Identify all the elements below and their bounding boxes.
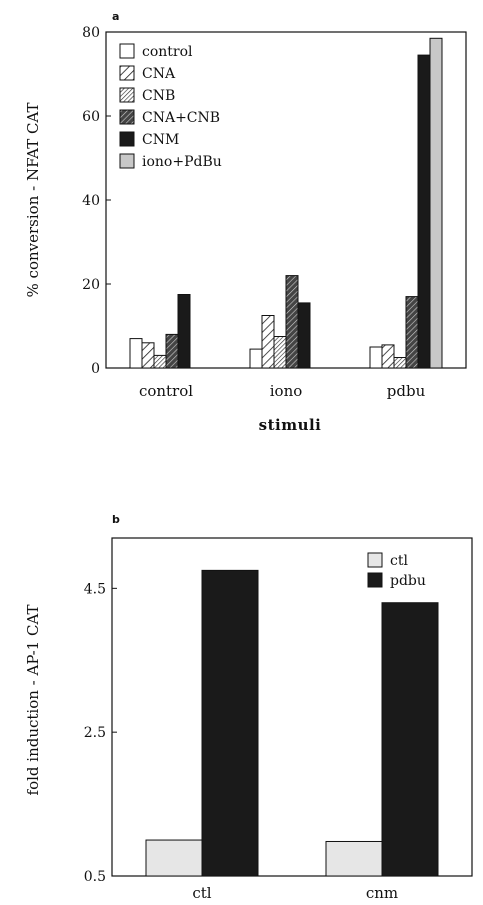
y-tick-label: 2.5 bbox=[84, 725, 106, 741]
legend-label: ctl bbox=[390, 553, 408, 569]
panel-a-letter: a bbox=[112, 10, 119, 23]
bar-iono-pdbu-pdbu bbox=[429, 37, 443, 369]
y-tick-label: 4.5 bbox=[84, 581, 106, 597]
bar-cna-cnb-control bbox=[165, 333, 179, 369]
legend-swatch-cna-cnb bbox=[119, 109, 135, 125]
panel-b-legend: ctl pdbu bbox=[367, 552, 426, 589]
x-category-label: ctl bbox=[192, 884, 211, 902]
bar-cnb-pdbu bbox=[393, 357, 407, 369]
bar-control-iono bbox=[249, 348, 263, 369]
panel-b-axes bbox=[111, 537, 473, 877]
panel-b-bars bbox=[145, 569, 439, 877]
legend-label: iono+PdBu bbox=[142, 154, 222, 170]
y-tick-label: 0.5 bbox=[84, 869, 106, 885]
legend-label: pdbu bbox=[390, 573, 426, 589]
y-tick-label: 60 bbox=[82, 109, 100, 125]
panel-b-y-axis-label: fold induction - AP-1 CAT bbox=[24, 605, 42, 796]
bar-cnb-control bbox=[153, 354, 167, 369]
legend-swatch-control bbox=[119, 43, 135, 59]
bar-pdbu-ctl bbox=[201, 569, 259, 877]
legend-label: CNM bbox=[142, 132, 179, 148]
y-tick-label: 20 bbox=[82, 277, 100, 293]
bar-cna-cnb-iono bbox=[285, 275, 299, 369]
bar-cnm-iono bbox=[297, 302, 311, 369]
bar-cnm-control bbox=[177, 294, 191, 369]
bar-pdbu-cnm bbox=[381, 602, 439, 877]
bar-cna-control bbox=[141, 342, 155, 369]
legend-swatch-ctl bbox=[367, 552, 383, 568]
bar-cnm-pdbu bbox=[417, 54, 431, 369]
legend-swatch-pdbu bbox=[367, 572, 383, 588]
x-category-label: cnm bbox=[366, 884, 398, 902]
plot-frame bbox=[111, 537, 473, 877]
legend-label: CNA bbox=[142, 66, 176, 82]
bar-control-pdbu bbox=[369, 346, 383, 369]
bar-control-control bbox=[129, 338, 143, 369]
bar-cna-cnb-pdbu bbox=[405, 296, 419, 369]
panel-a-chart: a 0 20 40 60 80 control iono pdbu control CNA CN… bbox=[24, 10, 467, 434]
y-tick-label: 0 bbox=[91, 361, 100, 377]
panel-b-x-categories: ctl cnm bbox=[192, 884, 398, 902]
bar-cnb-iono bbox=[273, 336, 287, 369]
panel-b-y-ticks: 0.5 2.5 4.5 bbox=[84, 581, 117, 885]
legend-swatch-cna bbox=[119, 65, 135, 81]
panel-a-x-categories: control iono pdbu bbox=[139, 382, 426, 400]
panel-a-y-ticks: 0 20 40 60 80 bbox=[82, 25, 407, 377]
bar-ctl-ctl bbox=[145, 839, 203, 877]
bar-ctl-cnm bbox=[325, 840, 383, 877]
y-tick-label: 80 bbox=[82, 25, 100, 41]
x-category-label: iono bbox=[270, 382, 303, 400]
x-category-label: control bbox=[139, 382, 193, 400]
legend-label: CNA+CNB bbox=[142, 110, 220, 126]
panel-a-bars bbox=[129, 37, 443, 369]
panel-a-y-axis-label: % conversion - NFAT CAT bbox=[24, 103, 42, 298]
bar-cna-iono bbox=[261, 315, 275, 369]
legend-swatch-cnm bbox=[119, 131, 135, 147]
panel-a-legend: control CNA CNB CNA+CNB CNM iono+PdBu bbox=[119, 43, 222, 170]
legend-swatch-iono-pdbu bbox=[119, 153, 135, 169]
bar-cna-pdbu bbox=[381, 344, 395, 369]
legend-swatch-cnb bbox=[119, 87, 135, 103]
panel-b-chart: b 0.5 2.5 4.5 ctl cnm ctl pdbu fold inductio… bbox=[24, 513, 473, 902]
legend-label: control bbox=[142, 44, 193, 60]
legend-label: CNB bbox=[142, 88, 175, 104]
panel-a-x-axis-label: stimuli bbox=[259, 416, 322, 434]
x-category-label: pdbu bbox=[387, 382, 426, 400]
y-tick-label: 40 bbox=[82, 193, 100, 209]
panel-b-letter: b bbox=[112, 513, 120, 526]
